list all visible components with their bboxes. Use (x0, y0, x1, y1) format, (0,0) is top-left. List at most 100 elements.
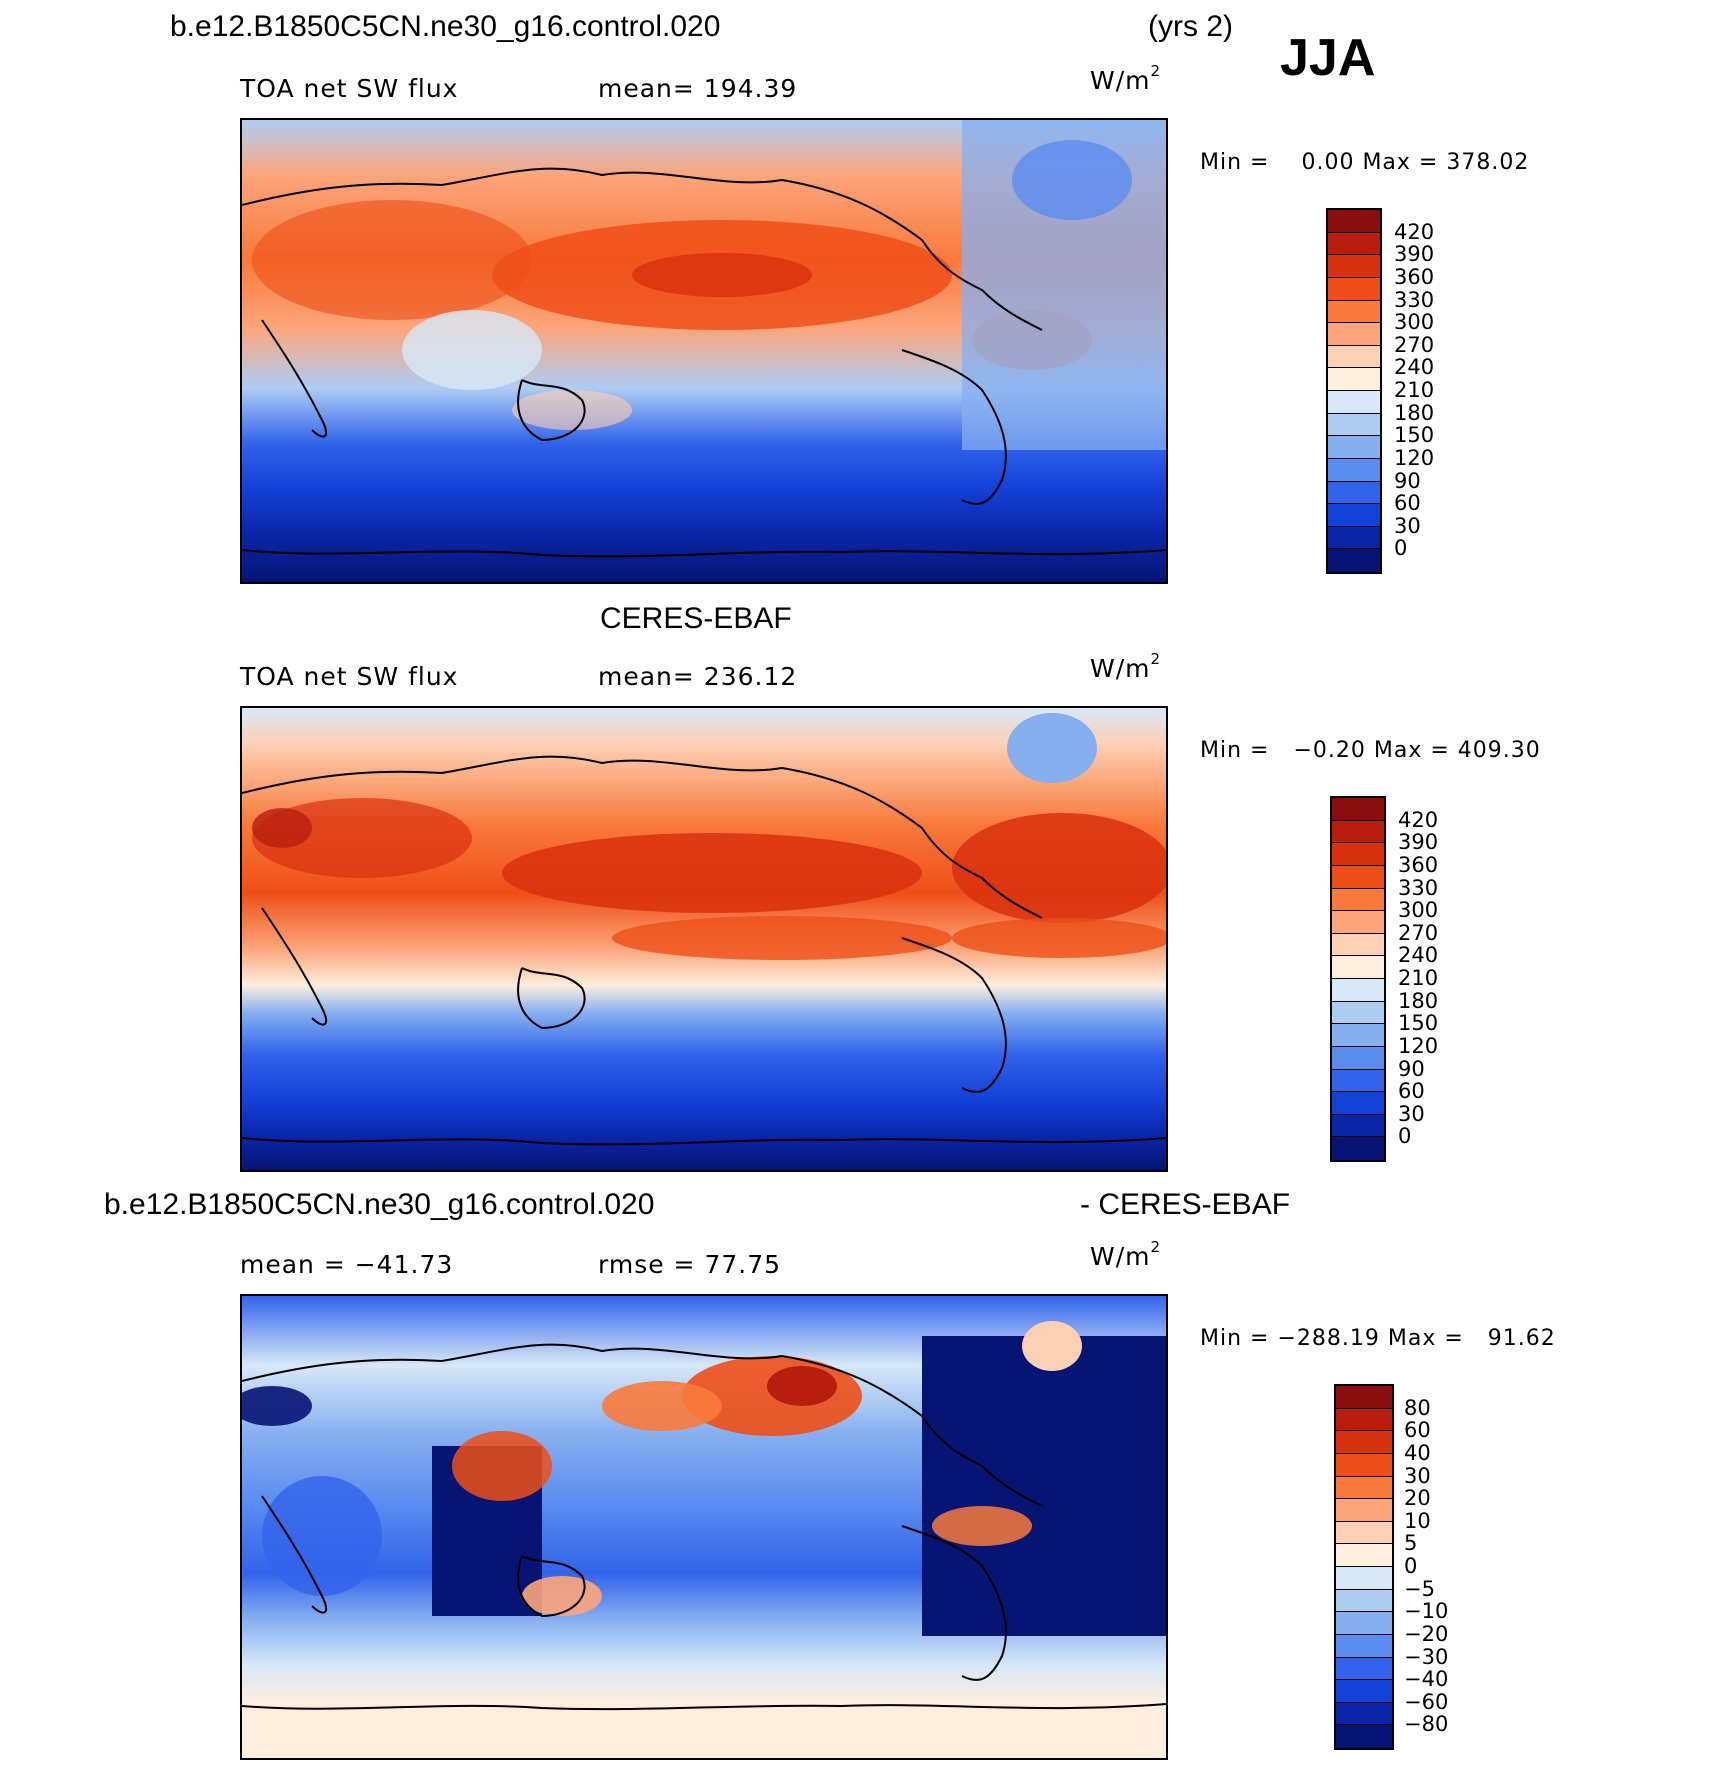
panel2-minmax: Min = −0.20 Max = 409.30 (1200, 738, 1541, 763)
colorbar-swatch (1332, 911, 1384, 934)
colorbar-swatch (1336, 1386, 1392, 1409)
colorbar-tick-label: 420 (1394, 219, 1435, 244)
colorbar-swatch (1328, 481, 1380, 505)
colorbar-swatch (1336, 1453, 1392, 1477)
colorbar-swatch (1332, 1001, 1384, 1025)
colorbar-swatch (1332, 865, 1384, 889)
colorbar-tick-label: 270 (1398, 920, 1439, 945)
colorbar-tick-label: 60 (1394, 491, 1421, 516)
panel3-mean: mean = −41.73 (240, 1250, 454, 1279)
colorbar-swatch (1328, 300, 1380, 324)
colorbar-tick-label: 60 (1404, 1418, 1431, 1443)
colorbar-tick-label: 0 (1394, 536, 1408, 561)
colorbar-tick-label: 150 (1394, 423, 1435, 448)
colorbar-swatch (1328, 458, 1380, 482)
panel2-title: CERES-EBAF (600, 602, 792, 635)
panel1-colorbar-labels: 420 390 360 330 300 270 240 210 180 150 120 90 60 30 0 (1394, 208, 1474, 570)
colorbar-tick-label: 90 (1398, 1056, 1425, 1081)
colorbar-tick-label: 360 (1394, 264, 1435, 289)
colorbar-tick-label: 120 (1394, 445, 1435, 470)
colorbar-tick-label: −5 (1404, 1576, 1435, 1601)
colorbar-swatch (1336, 1544, 1392, 1567)
colorbar-swatch (1336, 1499, 1392, 1522)
panel2-colorbar-labels: 420 390 360 330 300 270 240 210 180 150 120 90 60 30 0 (1398, 796, 1478, 1158)
colorbar-tick-label: 330 (1394, 287, 1435, 312)
panel2-units: W/m2 (1090, 650, 1162, 683)
colorbar-swatch (1328, 436, 1380, 459)
colorbar-swatch (1328, 210, 1380, 233)
colorbar-tick-label: 390 (1394, 242, 1435, 267)
colorbar-tick-label: 270 (1394, 332, 1435, 357)
colorbar-swatch (1328, 526, 1380, 550)
colorbar-tick-label: 80 (1404, 1395, 1431, 1420)
colorbar-tick-label: 90 (1394, 468, 1421, 493)
colorbar-tick-label: 210 (1394, 378, 1435, 402)
colorbar-tick-label: −20 (1404, 1621, 1449, 1646)
colorbar-tick-label: 240 (1398, 943, 1439, 968)
colorbar-swatch (1328, 391, 1380, 414)
colorbar-tick-label: 210 (1398, 966, 1439, 990)
colorbar-tick-label: 40 (1404, 1440, 1431, 1465)
colorbar-tick-label: −80 (1404, 1712, 1449, 1737)
colorbar-tick-label: 300 (1398, 898, 1439, 923)
colorbar-tick-label: −10 (1404, 1599, 1449, 1624)
colorbar-tick-label: 0 (1404, 1554, 1418, 1578)
colorbar-swatch (1332, 820, 1384, 844)
colorbar-tick-label: 390 (1398, 830, 1439, 855)
panel1-model-map (240, 118, 1168, 584)
colorbar-swatch (1336, 1589, 1392, 1613)
colorbar-tick-label: 240 (1394, 355, 1435, 380)
colorbar-swatch (1328, 232, 1380, 256)
colorbar-tick-label: 150 (1398, 1011, 1439, 1036)
colorbar-swatch (1336, 1657, 1392, 1681)
colorbar-swatch (1332, 888, 1384, 912)
colorbar-swatch (1332, 1046, 1384, 1070)
colorbar-swatch (1336, 1634, 1392, 1658)
colorbar-swatch (1332, 798, 1384, 821)
panel1-variable: TOA net SW flux (240, 74, 459, 103)
colorbar-tick-label: −30 (1404, 1644, 1449, 1669)
colorbar-swatch (1328, 345, 1380, 369)
colorbar-swatch (1336, 1431, 1392, 1454)
panel1-colorbar (1326, 208, 1382, 574)
colorbar-swatch (1332, 956, 1384, 979)
colorbar-swatch (1336, 1521, 1392, 1545)
colorbar-swatch (1332, 1069, 1384, 1093)
panel2-colorbar (1330, 796, 1386, 1162)
colorbar-swatch (1328, 549, 1380, 572)
colorbar-tick-label: 330 (1398, 875, 1439, 900)
panel3-minmax: Min = −288.19 Max = 91.62 (1200, 1326, 1556, 1351)
season-label: JJA (1280, 29, 1376, 87)
panel2-obs-map (240, 706, 1168, 1172)
panel3-colorbar-labels: 80 60 40 30 20 10 5 0 −5 −10 −20 −30 −40 −60 −80 (1404, 1384, 1484, 1746)
colorbar-swatch (1328, 504, 1380, 527)
colorbar-swatch (1332, 1114, 1384, 1138)
panel1-minmax: Min = 0.00 Max = 378.02 (1200, 150, 1530, 175)
colorbar-tick-label: 180 (1398, 988, 1439, 1013)
colorbar-tick-label: 180 (1394, 400, 1435, 425)
colorbar-swatch (1332, 1092, 1384, 1115)
colorbar-swatch (1332, 933, 1384, 957)
colorbar-tick-label: 60 (1398, 1079, 1425, 1104)
years-label: (yrs 2) (1148, 10, 1233, 43)
colorbar-swatch (1336, 1725, 1392, 1748)
colorbar-swatch (1332, 979, 1384, 1002)
panel1-mean: mean= 194.39 (598, 74, 798, 103)
panel1-units: W/m2 (1090, 62, 1162, 95)
colorbar-swatch (1336, 1680, 1392, 1703)
colorbar-swatch (1328, 323, 1380, 346)
colorbar-tick-label: −60 (1404, 1689, 1449, 1714)
panel3-colorbar (1334, 1384, 1394, 1750)
panel3-difference-map (240, 1294, 1168, 1760)
colorbar-swatch (1336, 1567, 1392, 1590)
colorbar-tick-label: 30 (1398, 1101, 1425, 1126)
colorbar-swatch (1328, 255, 1380, 278)
colorbar-swatch (1332, 1024, 1384, 1047)
colorbar-tick-label: −40 (1404, 1667, 1449, 1692)
colorbar-tick-label: 0 (1398, 1124, 1412, 1149)
colorbar-swatch (1336, 1476, 1392, 1500)
colorbar-swatch (1332, 843, 1384, 866)
panel2-mean: mean= 236.12 (598, 662, 798, 691)
case-title: b.e12.B1850C5CN.ne30_g16.control.020 (170, 10, 721, 43)
colorbar-swatch (1328, 368, 1380, 391)
